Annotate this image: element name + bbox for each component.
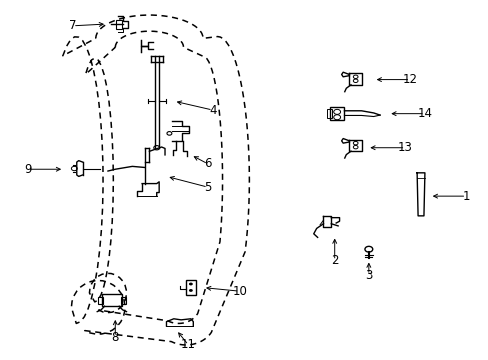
Text: 5: 5: [204, 181, 211, 194]
Text: 13: 13: [397, 141, 412, 154]
Circle shape: [188, 289, 192, 292]
Bar: [329, 107, 344, 120]
Bar: [116, 20, 122, 29]
Text: 8: 8: [111, 330, 119, 343]
Bar: [121, 297, 125, 305]
Text: 10: 10: [232, 285, 246, 298]
Text: 1: 1: [462, 190, 469, 203]
Bar: [185, 280, 195, 296]
Text: 6: 6: [204, 157, 211, 170]
Text: 2: 2: [330, 254, 338, 267]
Text: 11: 11: [181, 338, 196, 351]
Text: 14: 14: [417, 107, 431, 120]
Text: 3: 3: [365, 269, 372, 282]
Text: 4: 4: [209, 104, 216, 117]
Bar: [327, 109, 331, 118]
Text: 12: 12: [402, 73, 417, 86]
Text: 9: 9: [24, 163, 31, 176]
Bar: [102, 294, 122, 306]
Circle shape: [188, 283, 192, 285]
Text: 7: 7: [69, 19, 77, 32]
Bar: [98, 297, 103, 305]
